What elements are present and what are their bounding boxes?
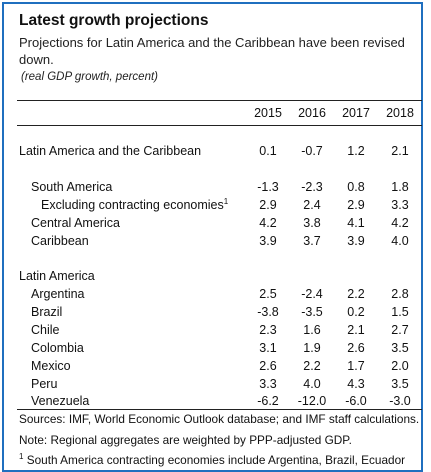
cell: 1.6: [303, 323, 321, 337]
row-label-mexico: Mexico: [31, 359, 71, 373]
row-label-lac: Latin America and the Caribbean: [19, 144, 202, 158]
cell: 2.1: [347, 323, 365, 337]
cell: 3.8: [303, 216, 321, 230]
year-header-2015: 2015: [254, 106, 282, 120]
cell: -12.0: [297, 394, 327, 408]
cell: 2.1: [391, 144, 409, 158]
panel-subtitle: Projections for Latin America and the Ca…: [19, 35, 405, 67]
year-header-2018: 2018: [386, 106, 414, 120]
cell: 0.8: [347, 180, 365, 194]
row-label-south-america: South America: [31, 180, 113, 194]
cell: 3.5: [391, 377, 409, 391]
cell: 2.6: [259, 359, 277, 373]
cell: 2.6: [347, 341, 365, 355]
row-label-brazil: Brazil: [31, 305, 63, 319]
cell: 2.7: [391, 323, 409, 337]
cell: 4.1: [347, 216, 365, 230]
cell: 0.2: [347, 305, 365, 319]
cell: 2.4: [303, 198, 321, 212]
footnote-ref: 1: [223, 196, 229, 206]
cell: 2.8: [391, 287, 409, 301]
cell: 4.2: [391, 216, 409, 230]
row-label-text: Excluding contracting economies: [41, 198, 224, 212]
cell: -2.4: [301, 287, 323, 301]
cell: 2.5: [259, 287, 277, 301]
table-top-rule: [17, 100, 422, 101]
row-label-chile: Chile: [31, 323, 60, 337]
cell: -1.3: [257, 180, 279, 194]
footnote: 1 South America contracting economies in…: [19, 453, 405, 468]
cell: 4.3: [347, 377, 365, 391]
cell: -3.0: [389, 394, 411, 408]
projections-panel: Latest growth projections Projections fo…: [2, 2, 423, 472]
year-header-2017: 2017: [342, 106, 370, 120]
cell: 3.3: [391, 198, 409, 212]
sources-note: Sources: IMF, World Economic Outlook dat…: [19, 412, 420, 426]
cell: -6.2: [257, 394, 279, 408]
units-note: (real GDP growth, percent): [21, 71, 158, 83]
cell: 2.9: [259, 198, 277, 212]
cell: 3.5: [391, 341, 409, 355]
cell: 1.7: [347, 359, 365, 373]
cell: 3.7: [303, 234, 321, 248]
row-label-argentina: Argentina: [31, 287, 85, 301]
cell: 4.0: [391, 234, 409, 248]
cell: -3.5: [301, 305, 323, 319]
cell: 4.2: [259, 216, 277, 230]
cell: -3.8: [257, 305, 279, 319]
cell: 3.9: [259, 234, 277, 248]
section-label-latin-america: Latin America: [19, 269, 95, 283]
row-label-caribbean: Caribbean: [31, 234, 89, 248]
cell: 1.8: [391, 180, 409, 194]
cell: 1.9: [303, 341, 321, 355]
year-header-2016: 2016: [298, 106, 326, 120]
row-label-excluding-contracting: Excluding contracting economies1: [41, 197, 228, 213]
cell: -2.3: [301, 180, 323, 194]
cell: 2.2: [347, 287, 365, 301]
cell: 2.9: [347, 198, 365, 212]
row-label-central-america: Central America: [31, 216, 120, 230]
cell: 4.0: [303, 377, 321, 391]
cell: -6.0: [345, 394, 367, 408]
cell: 3.3: [259, 377, 277, 391]
cell: 2.0: [391, 359, 409, 373]
cell: 1.2: [347, 144, 365, 158]
cell: 2.3: [259, 323, 277, 337]
footnote-mark: 1: [19, 452, 24, 462]
footnote-text: South America contracting economies incl…: [23, 453, 406, 467]
row-label-colombia: Colombia: [31, 341, 84, 355]
row-label-peru: Peru: [31, 377, 58, 391]
cell: 0.1: [259, 144, 277, 158]
cell: 3.9: [347, 234, 365, 248]
aggregation-note: Note: Regional aggregates are weighted b…: [19, 433, 352, 447]
cell: -0.7: [301, 144, 323, 158]
table-bottom-rule: [17, 409, 422, 410]
cell: 1.5: [391, 305, 409, 319]
cell: 3.1: [259, 341, 277, 355]
cell: 2.2: [303, 359, 321, 373]
table-header-rule: [17, 125, 422, 126]
panel-title: Latest growth projections: [19, 12, 209, 29]
row-label-venezuela: Venezuela: [31, 394, 90, 408]
